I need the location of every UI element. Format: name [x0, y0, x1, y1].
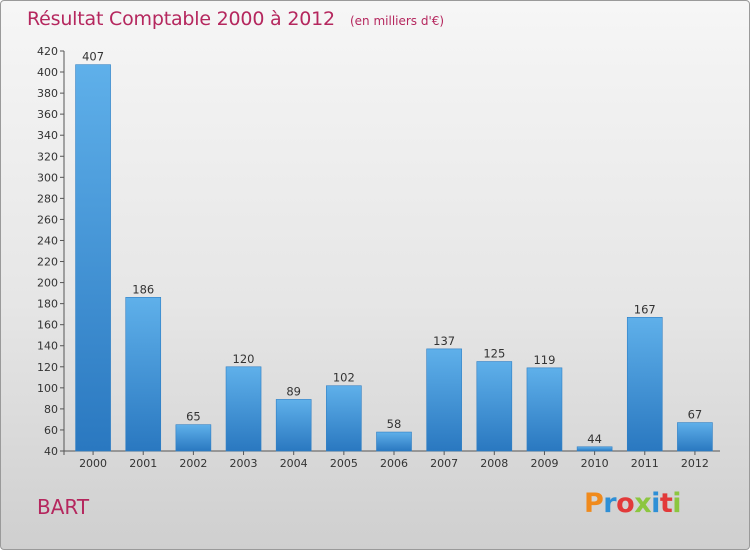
y-tick-label: 80 — [44, 403, 58, 416]
x-tick-label: 2000 — [79, 457, 107, 470]
bar — [225, 366, 262, 452]
y-tick-label: 180 — [37, 298, 58, 311]
bar-value-label: 119 — [533, 353, 555, 367]
logo-letter: x — [634, 488, 652, 519]
bar-value-label: 407 — [82, 50, 104, 64]
x-tick-label: 2002 — [179, 457, 207, 470]
x-tick-label: 2012 — [681, 457, 709, 470]
bar — [677, 422, 713, 452]
x-tick-label: 2003 — [230, 457, 258, 470]
y-tick-label: 200 — [37, 277, 58, 290]
y-tick-label: 380 — [37, 87, 58, 100]
logo-letter: P — [584, 488, 604, 519]
logo-letter: t — [659, 488, 673, 519]
bar-value-label: 44 — [587, 432, 602, 446]
y-tick-label: 360 — [37, 108, 58, 121]
bars: 407 186 65 120 89 102 58 137 125 119 44 167 67 — [75, 50, 713, 452]
y-tick-label: 40 — [44, 445, 58, 458]
bar — [326, 385, 362, 452]
y-tick-label: 160 — [37, 319, 58, 332]
commune-name: BART — [37, 495, 90, 519]
bar-value-label: 67 — [688, 408, 703, 422]
y-tick-label: 120 — [37, 361, 58, 374]
bar — [275, 399, 312, 452]
bar — [576, 446, 613, 452]
y-tick-label: 220 — [37, 256, 58, 269]
bar-value-label: 58 — [387, 417, 402, 431]
bar — [626, 317, 663, 452]
y-tick-label: 260 — [37, 213, 58, 226]
logo-letter: r — [603, 488, 617, 519]
bar — [476, 361, 513, 452]
y-tick-label: 420 — [37, 45, 58, 58]
x-tick-label: 2008 — [480, 457, 508, 470]
y-tick-label: 300 — [37, 171, 58, 184]
chart-subtitle: (en milliers d'€) — [349, 14, 445, 28]
y-tick-label: 60 — [44, 424, 58, 437]
logo-letter: i — [672, 488, 682, 519]
bar-value-label: 102 — [333, 371, 355, 385]
chart-title: Résultat Comptable 2000 à 2012 — [27, 8, 335, 30]
bar-value-label: 125 — [483, 347, 505, 361]
x-tick-label: 2010 — [581, 457, 609, 470]
logo-letter: i — [651, 488, 660, 519]
bar — [175, 424, 212, 452]
bar — [426, 348, 462, 452]
x-tick-label: 2011 — [631, 457, 659, 470]
y-tick-label: 100 — [37, 382, 58, 395]
x-tick-label: 2006 — [380, 457, 408, 470]
y-tick-label: 240 — [37, 234, 58, 247]
y-tick-label: 140 — [37, 340, 58, 353]
bar-value-label: 120 — [233, 352, 255, 366]
x-tick-label: 2001 — [129, 457, 157, 470]
bar-value-label: 186 — [132, 282, 154, 296]
proxiti-logo[interactable]: Proxiti — [584, 488, 682, 519]
bar-value-label: 89 — [286, 384, 301, 398]
bar-value-label: 65 — [186, 410, 201, 424]
bar-value-label: 167 — [634, 302, 656, 316]
y-tick-label: 340 — [37, 129, 58, 142]
bar-value-label: 137 — [433, 334, 455, 348]
x-tick-label: 2005 — [330, 457, 358, 470]
logo-letter: o — [616, 488, 635, 519]
y-tick-label: 400 — [37, 66, 58, 79]
title-row: Résultat Comptable 2000 à 2012 (en milli… — [27, 8, 444, 30]
x-tick-label: 2004 — [280, 457, 308, 470]
x-tick-label: 2009 — [530, 457, 558, 470]
bar — [125, 297, 162, 452]
bar — [526, 367, 563, 452]
y-tick-label: 280 — [37, 192, 58, 205]
x-tick-label: 2007 — [430, 457, 458, 470]
y-tick-label: 320 — [37, 150, 58, 163]
bar — [376, 431, 412, 452]
bar — [75, 64, 111, 452]
